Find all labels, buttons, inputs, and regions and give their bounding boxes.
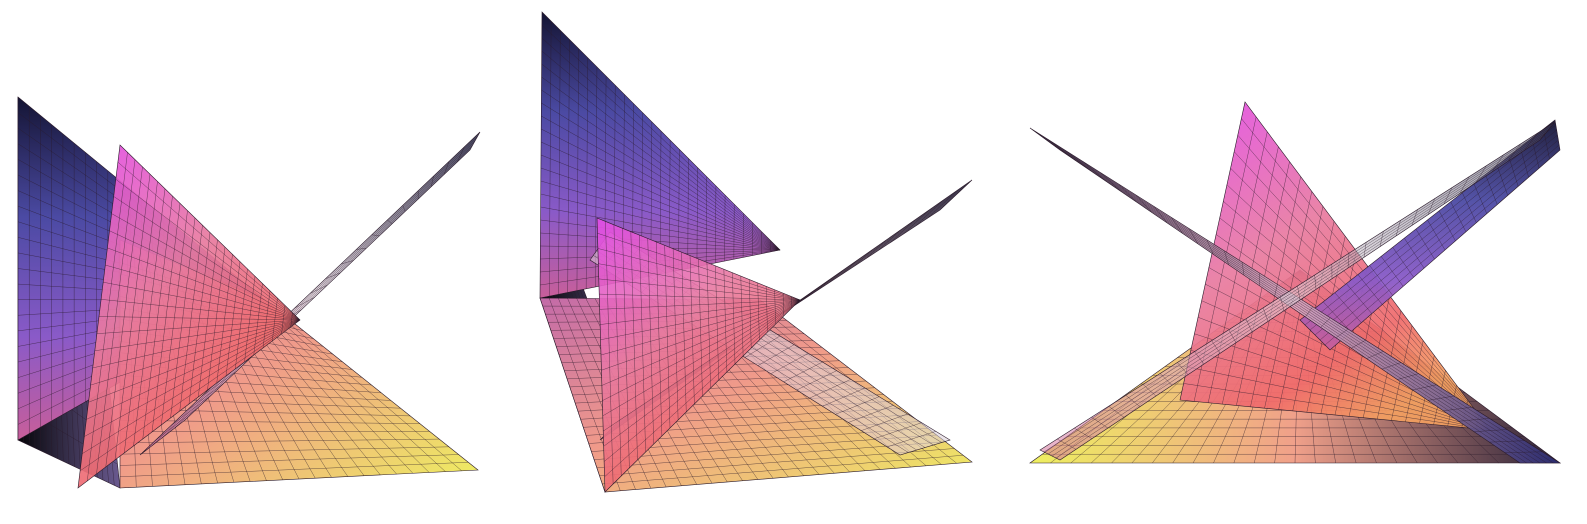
panels-group	[17, 11, 1562, 493]
panel-left	[17, 96, 481, 489]
cross-slab-face	[1039, 121, 1556, 461]
cross-slab-face-mesh	[1043, 125, 1553, 459]
front-triangle-face-mesh	[79, 152, 301, 482]
back-pyramid-face-mesh	[1304, 124, 1560, 346]
panel-right	[1029, 101, 1562, 464]
panel-middle	[539, 11, 973, 493]
back-pyramid-face	[1299, 119, 1561, 351]
front-triangle-face	[596, 217, 801, 493]
front-triangle-face-mesh	[597, 221, 801, 485]
front-triangle-face	[77, 144, 301, 489]
